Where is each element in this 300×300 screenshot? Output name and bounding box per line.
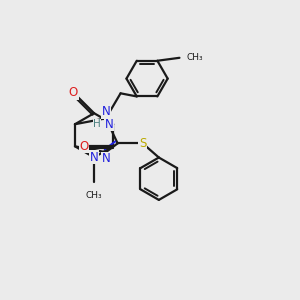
Text: CH₃: CH₃ (187, 53, 203, 62)
Text: N: N (101, 105, 110, 119)
Text: N: N (90, 151, 98, 164)
Text: CH₃: CH₃ (86, 190, 102, 200)
Text: O: O (79, 140, 88, 153)
Text: N: N (104, 118, 113, 131)
Text: S: S (139, 137, 146, 150)
Text: H: H (93, 119, 101, 129)
Text: O: O (69, 86, 78, 99)
Text: N: N (101, 152, 110, 165)
